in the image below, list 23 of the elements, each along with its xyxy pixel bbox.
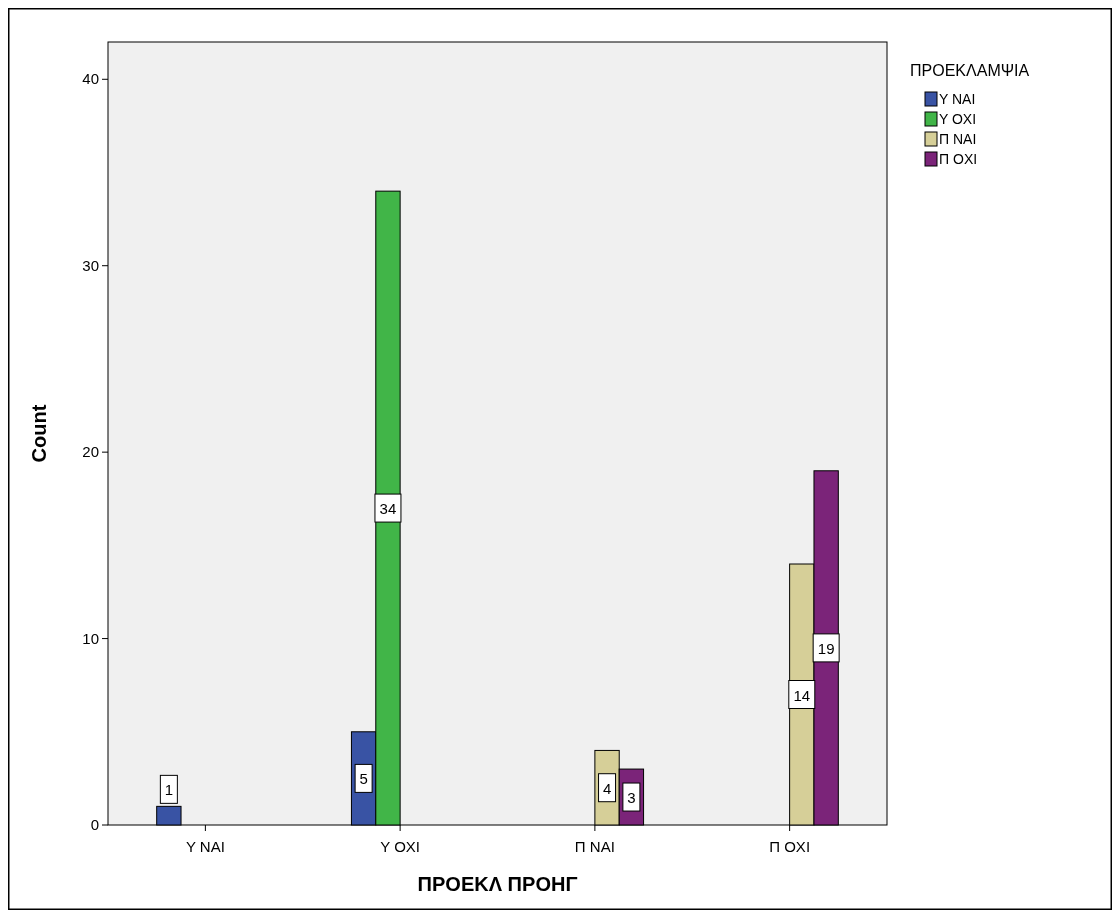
data-label: 34 [379, 500, 397, 518]
legend-label: Υ ΝΑΙ [939, 91, 976, 107]
data-label: 1 [164, 781, 174, 799]
y-tick-label: 0 [90, 816, 99, 833]
data-label: 14 [793, 686, 811, 704]
data-label: 5 [359, 770, 368, 788]
legend-label: Υ ΟΧΙ [939, 111, 977, 127]
data-label: 19 [817, 639, 835, 657]
y-axis-title: Count [28, 404, 50, 463]
x-tick-label: Υ ΝΑΙ [185, 838, 225, 855]
x-tick-label: Π ΝΑΙ [574, 838, 615, 855]
data-label: 3 [627, 789, 636, 807]
legend-label: Π ΝΑΙ [939, 131, 977, 147]
y-tick-label: 10 [82, 629, 99, 647]
y-tick-label: 40 [82, 70, 99, 88]
data-label: 4 [602, 779, 612, 797]
y-tick-label: 20 [82, 443, 99, 461]
x-tick-label: Π ΟΧΙ [769, 838, 811, 855]
legend-label: Π ΟΧΙ [939, 151, 978, 167]
y-tick-label: 30 [82, 256, 99, 274]
x-tick-label: Υ ΟΧΙ [380, 838, 420, 855]
legend-title: ΠΡΟΕΚΛΑΜΨΙΑ [910, 62, 1030, 79]
x-axis-title: ΠΡΟΕΚΛ ΠΡΟΗΓ [417, 873, 578, 895]
